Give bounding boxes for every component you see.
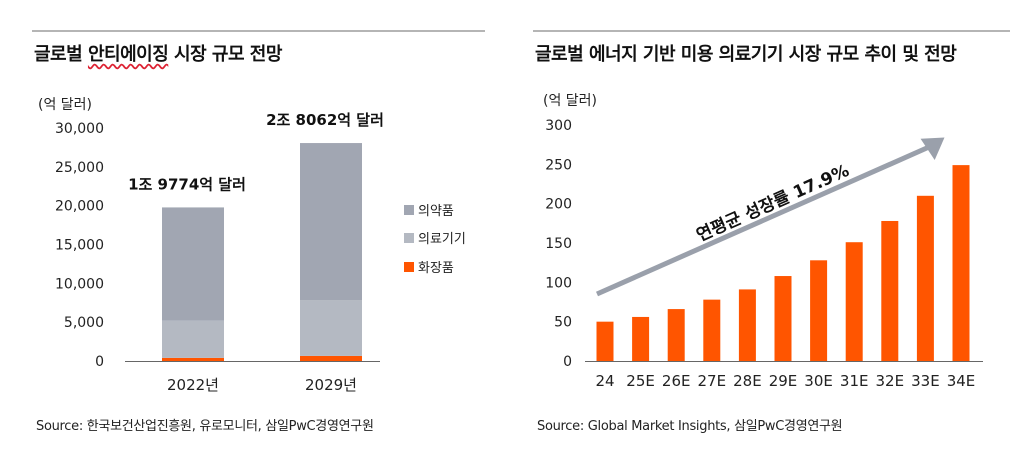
total-data-label: 1조 9774억 달러 (128, 175, 246, 193)
bar (881, 220, 899, 361)
y-tick-label: 5,000 (64, 315, 104, 331)
stacked-bar-chart-panel: 글로벌 안티에이징 시장 규모 전망 (억 달러) 0 5,000 10,000 15… (0, 0, 490, 453)
growth-arrow-shaft (595, 144, 931, 297)
x-tick-label: 2022년 (167, 376, 219, 394)
legend-label: 의약품 (418, 204, 454, 219)
y-tick-label: 0 (95, 354, 104, 370)
bar (916, 195, 934, 361)
y-tick-label: 30,000 (55, 121, 104, 137)
legend-swatch (404, 233, 414, 243)
chart-1-svg: 0 5,000 10,000 15,000 20,000 25,000 30,000 1조 9… (55, 111, 466, 394)
x-tick-label: 27E (698, 372, 727, 390)
x-tick-label: 31E (840, 372, 869, 390)
total-data-label: 2조 8062억 달러 (266, 111, 384, 129)
y-tick-label: 50 (554, 315, 572, 331)
bar (632, 316, 650, 361)
y-tick-label: 300 (545, 118, 572, 134)
legend-label: 의료기기 (418, 232, 466, 247)
bar (952, 165, 970, 361)
bar (845, 242, 863, 361)
bar (810, 260, 828, 361)
y-tick-label: 15,000 (55, 238, 104, 254)
title-part-underlined: 안티에이징 (87, 44, 169, 65)
x-tick-label: 32E (876, 372, 905, 390)
x-tick-label: 25E (626, 372, 655, 390)
bar-segment (300, 143, 362, 301)
bar (738, 289, 756, 361)
panel-top-rule (533, 30, 1010, 32)
y-unit-label: (억 달러) (38, 97, 93, 113)
x-tick-label: 29E (769, 372, 798, 390)
bar-segment (300, 355, 362, 361)
bar-segment (300, 300, 362, 356)
chart-2-svg: 0 50 100 150 200 250 300 24 25E 26E 27E 28E 29E 30E 31… (545, 118, 983, 390)
x-tick-label: 26E (662, 372, 691, 390)
legend-swatch (404, 205, 414, 215)
panel-title: 글로벌 안티에이징 시장 규모 전망 (34, 40, 282, 66)
bar-segment (162, 357, 224, 361)
bar-segment (162, 207, 224, 321)
x-tick-label: 24 (595, 372, 614, 390)
panel-top-rule (32, 30, 485, 32)
x-tick-label: 2029년 (305, 376, 357, 394)
y-tick-label: 250 (545, 157, 572, 173)
panel-title: 글로벌 에너지 기반 미용 의료기기 시장 규모 추이 및 전망 (535, 44, 957, 65)
y-unit-label: (억 달러) (543, 93, 598, 109)
legend-swatch (404, 262, 414, 272)
x-tick-label: 33E (911, 372, 940, 390)
source-note: Source: 한국보건산업진흥원, 유로모니터, 삼일PwC경영연구원 (36, 419, 374, 434)
y-tick-label: 150 (545, 236, 572, 252)
x-tick-label: 30E (804, 372, 833, 390)
bar (667, 309, 685, 361)
x-tick-label: 34E (947, 372, 976, 390)
source-note: Source: Global Market Insights, 삼일PwC경영연… (537, 419, 843, 434)
bar (596, 321, 614, 361)
title-part: 글로벌 (34, 44, 88, 65)
y-tick-label: 10,000 (55, 276, 104, 292)
growth-annotation: 연평균 성장률 17.9% (694, 161, 853, 246)
y-tick-label: 25,000 (55, 160, 104, 176)
bar-chart-panel: 글로벌 에너지 기반 미용 의료기기 시장 규모 추이 및 전망 (억 달러) … (525, 0, 1015, 453)
legend-label: 화장품 (418, 261, 454, 276)
bar (703, 299, 721, 361)
y-tick-label: 20,000 (55, 199, 104, 215)
bar-segment (162, 320, 224, 358)
y-tick-label: 200 (545, 197, 572, 213)
title-part: 시장 규모 전망 (168, 44, 282, 65)
bar (774, 276, 792, 361)
y-tick-label: 0 (563, 354, 572, 370)
y-tick-label: 100 (545, 275, 572, 291)
growth-arrow-head (920, 137, 945, 161)
x-tick-label: 28E (733, 372, 762, 390)
